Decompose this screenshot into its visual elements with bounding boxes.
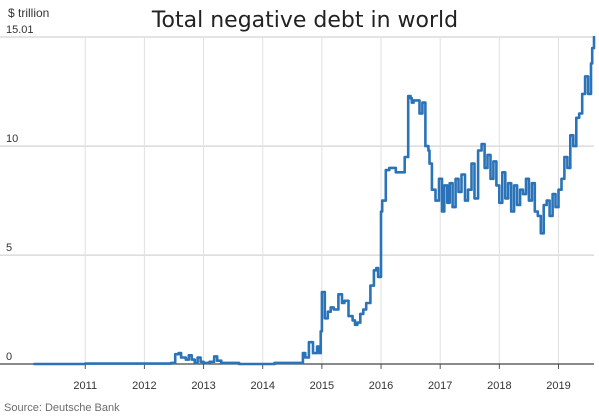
x-tick-labels: 2011 2012 2013 2014 2015 2016 2017 2018 2019 xyxy=(73,380,570,392)
x-tick-label: 2011 xyxy=(73,380,97,392)
x-tick-label: 2017 xyxy=(428,380,452,392)
y-tick-label: 10 xyxy=(6,133,18,145)
y-axis-unit: $ trillion xyxy=(8,6,49,20)
series-line xyxy=(33,35,596,366)
source-note: Source: Deutsche Bank xyxy=(4,402,120,414)
x-tick-label: 2014 xyxy=(250,380,274,392)
chart-title: Total negative debt in world xyxy=(151,8,458,33)
x-tick-label: 2019 xyxy=(546,380,570,392)
x-tick-label: 2012 xyxy=(132,380,156,392)
y-tick-label: 5 xyxy=(6,242,12,254)
x-tick-label: 2016 xyxy=(369,380,393,392)
y-tick-label: 0 xyxy=(6,351,12,363)
x-tick-label: 2013 xyxy=(191,380,215,392)
series-group xyxy=(33,35,596,366)
grid xyxy=(0,36,594,369)
x-tick-label: 2018 xyxy=(487,380,511,392)
y-tick-labels: 0 5 10 15.01 xyxy=(6,24,34,363)
x-tick-label: 2015 xyxy=(310,380,334,392)
y-tick-label: 15.01 xyxy=(6,24,34,36)
